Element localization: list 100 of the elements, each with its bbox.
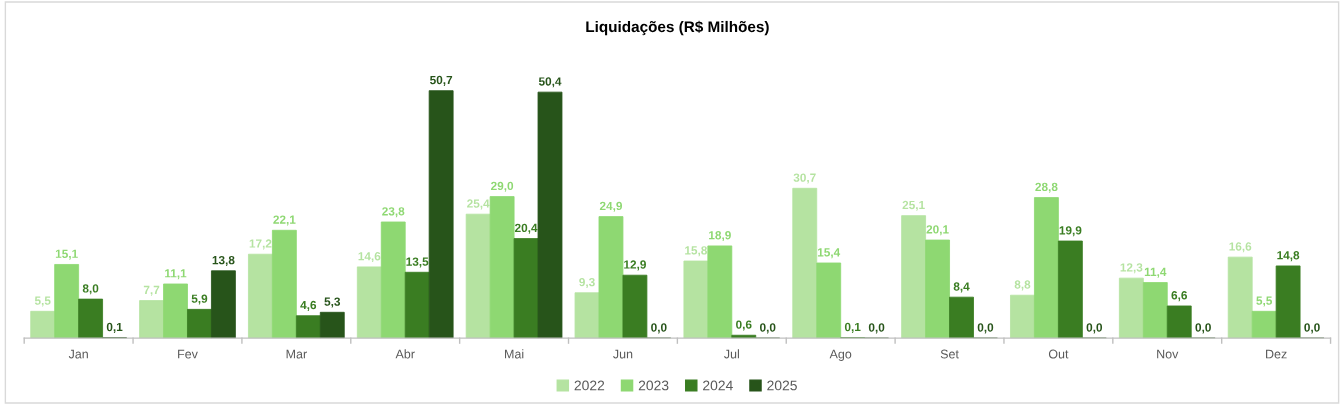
data-label: 0,1 [844, 322, 861, 333]
data-label: 11,1 [165, 269, 187, 280]
bar [731, 334, 757, 339]
bar [1057, 240, 1083, 339]
data-label: 28,8 [1035, 182, 1058, 193]
bar [356, 266, 382, 339]
data-label: 4,6 [300, 300, 317, 311]
data-label: 50,4 [538, 77, 562, 88]
bar [683, 260, 709, 339]
data-label: 15,8 [685, 246, 708, 257]
x-tick-label: Set [940, 349, 959, 359]
data-label: 5,5 [34, 296, 51, 307]
bar [489, 196, 515, 339]
bar [622, 274, 648, 339]
bar [139, 300, 164, 339]
data-label: 50,7 [430, 75, 453, 86]
data-label: 0,0 [651, 323, 667, 334]
data-label: 14,6 [358, 252, 381, 263]
bar [404, 271, 430, 339]
bar [598, 216, 624, 339]
bar [1118, 277, 1144, 339]
legend-label: 2025 [767, 380, 797, 391]
data-label: 8,4 [953, 282, 970, 293]
data-label: 12,3 [1120, 263, 1143, 274]
bar [537, 91, 563, 339]
data-label: 5,9 [191, 294, 208, 305]
data-label: 0,6 [736, 320, 752, 331]
legend-label: 2024 [703, 380, 733, 391]
data-label: 23,8 [382, 207, 405, 218]
bar [54, 264, 80, 339]
data-label: 0,0 [1086, 323, 1103, 334]
data-label: 0,0 [977, 323, 994, 334]
x-tick-label: Jun [613, 349, 633, 359]
data-label: 12,9 [624, 260, 646, 271]
data-label: 25,1 [902, 200, 925, 211]
data-label: 0,0 [1304, 323, 1320, 334]
bar [163, 283, 188, 339]
data-label: 18,9 [709, 231, 731, 242]
data-label: 20,1 [926, 225, 949, 236]
x-tick-label: Out [1048, 349, 1069, 359]
data-label: 16,6 [1229, 242, 1252, 253]
bar [295, 315, 321, 339]
bar [380, 221, 406, 339]
data-label: 11,4 [1144, 267, 1167, 278]
data-label: 0,0 [1195, 323, 1211, 334]
x-tick-label: Fev [178, 349, 198, 359]
data-label: 5,3 [324, 297, 341, 308]
bar [707, 245, 733, 339]
data-label: 14,8 [1277, 251, 1300, 262]
data-label: 29,0 [491, 181, 514, 192]
data-label: 25,4 [467, 199, 490, 210]
bar [816, 262, 842, 339]
bar [949, 296, 974, 339]
bar [1275, 265, 1301, 339]
x-tick-label: Mai [505, 349, 524, 359]
x-tick-label: Nov [1157, 349, 1179, 359]
bar [271, 229, 297, 339]
bar [428, 90, 454, 339]
data-label: 13,8 [212, 255, 235, 267]
data-label: 8,0 [82, 284, 99, 295]
legend-label: 2022 [574, 380, 605, 391]
bar [30, 310, 56, 339]
data-label: 13,5 [406, 257, 429, 268]
data-label: 17,2 [249, 239, 272, 250]
data-label: 0,1 [106, 322, 123, 333]
bar [1010, 294, 1035, 339]
data-label: 8,8 [1014, 280, 1031, 291]
bar [925, 239, 950, 339]
x-tick-label: Ago [829, 349, 852, 361]
bar [248, 253, 273, 339]
x-tick-label: Dez [1266, 349, 1287, 359]
data-label: 15,1 [55, 249, 78, 260]
x-tick-label: Jul [724, 349, 739, 359]
data-label: 15,4 [817, 248, 841, 259]
chart-title: Liquidações (R$ Milhões) [586, 20, 769, 36]
data-label: 7,7 [143, 285, 160, 296]
x-tick-label: Mar [286, 349, 307, 359]
bar [1034, 197, 1059, 339]
bar [513, 238, 539, 339]
data-label: 5,5 [1256, 296, 1273, 307]
bar [1142, 282, 1168, 339]
bar [792, 187, 818, 339]
bar [187, 308, 212, 339]
bar [901, 215, 927, 339]
bar [319, 311, 345, 339]
data-label: 22,1 [273, 215, 296, 226]
bar [1166, 305, 1192, 339]
bar [1227, 256, 1253, 339]
data-label: 19,9 [1059, 226, 1082, 237]
bar [78, 298, 103, 339]
x-tick-label: Jan [68, 349, 88, 359]
x-tick-label: Abr [395, 349, 415, 359]
data-label: 0,0 [759, 323, 776, 334]
bar [465, 213, 491, 339]
data-label: 6,6 [1171, 291, 1188, 302]
bar [211, 270, 236, 339]
data-label: 20,4 [514, 223, 538, 234]
legend-label: 2023 [638, 380, 669, 391]
data-label: 0,0 [868, 323, 885, 334]
bar [574, 292, 600, 339]
